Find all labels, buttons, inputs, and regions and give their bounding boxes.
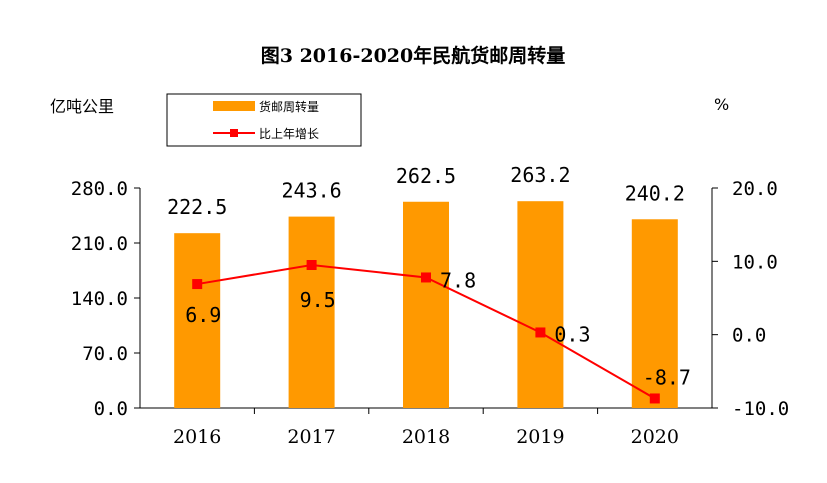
growth-value-label: 9.5 [300,288,336,312]
growth-marker [192,279,203,290]
right-tick-label: 10.0 [732,251,778,273]
left-tick-label: 280.0 [71,178,128,200]
bar-value-label: 243.6 [281,179,341,203]
growth-marker [306,260,317,270]
bar-value-label: 262.5 [396,164,456,188]
bar [631,219,678,408]
left-tick-label: 210.0 [71,233,128,255]
x-tick-label: 2016 [173,426,221,448]
legend-line-marker [230,129,238,137]
bar-value-label: 263.2 [510,163,570,187]
x-tick-label: 2017 [287,426,335,448]
growth-value-label: 0.3 [554,322,590,346]
bar-value-label: 240.2 [625,181,685,205]
growth-value-label: 7.8 [440,268,476,292]
growth-marker [649,393,660,404]
right-tick-label: 0.0 [732,325,766,347]
legend: 货邮周转量 比上年增长 [166,93,362,147]
bar [403,201,449,408]
left-tick-label: 70.0 [82,343,128,365]
bar-value-label: 222.5 [167,195,227,219]
right-axis-unit: % [714,95,729,114]
legend-box [166,93,362,147]
plot-area: 280.0 210.0 140.0 70.0 0.0 20.0 10.0 0.0 -10.0 20… [71,163,789,448]
x-tick-label: 2018 [402,426,450,448]
left-axis-unit: 亿吨公里 [50,97,114,116]
x-tick-label: 2019 [516,426,564,448]
bar [517,201,564,408]
legend-line-label: 比上年增长 [259,127,319,141]
bar [174,233,221,408]
right-tick-label: -10.0 [732,398,789,420]
growth-value-label: 6.9 [185,303,221,327]
growth-marker [421,272,431,283]
x-tick-label: 2020 [631,426,679,448]
growth-value-label: -8.7 [643,365,691,389]
growth-marker [535,327,546,338]
right-tick-label: 20.0 [732,178,778,200]
left-tick-label: 140.0 [71,288,128,310]
chart-title: 图3 2016-2020年民航货邮周转量 [261,44,565,67]
left-tick-label: 0.0 [94,398,128,420]
bar [288,216,335,408]
legend-bar-label: 货邮周转量 [259,99,319,114]
legend-bar-swatch [213,101,255,111]
